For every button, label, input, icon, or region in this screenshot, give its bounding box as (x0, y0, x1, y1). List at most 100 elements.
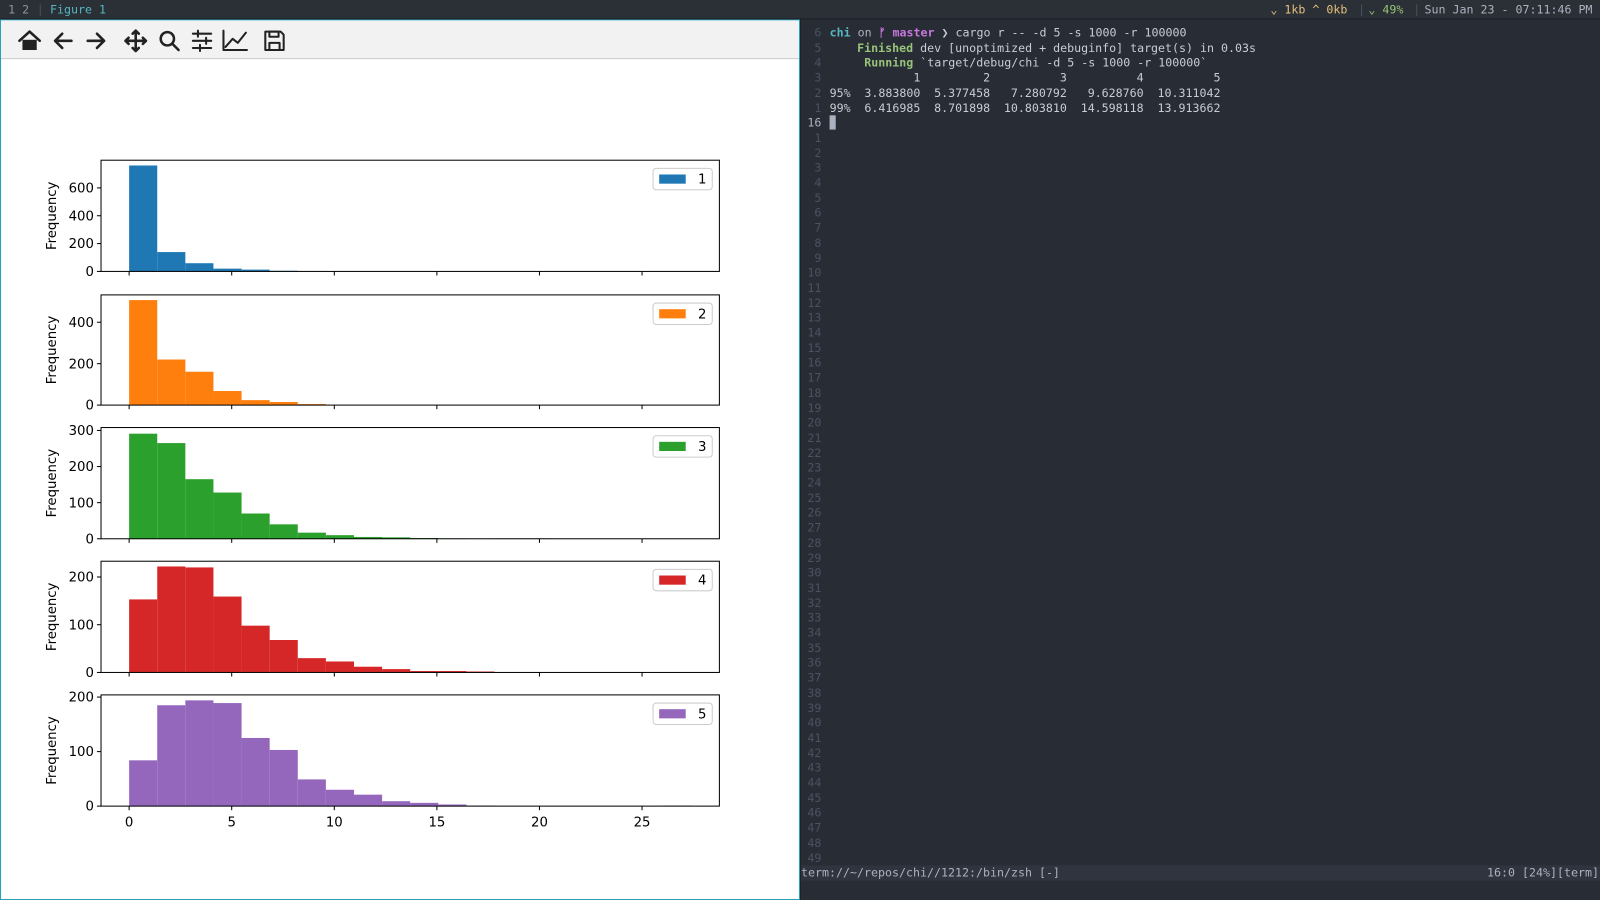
line-number: 3 (814, 160, 822, 175)
prompt-branch: ᚠ master (878, 25, 935, 40)
y-tick-label: 200 (69, 237, 94, 252)
bar (438, 804, 467, 807)
bar (213, 703, 242, 807)
bar (157, 252, 186, 272)
bar (269, 401, 298, 406)
table-cell: 7.280792 (1010, 85, 1067, 100)
line-number: 3 (814, 70, 822, 85)
line-number: 30 (807, 565, 822, 580)
y-tick-label: 200 (69, 460, 94, 475)
save-button[interactable] (264, 30, 285, 52)
line-number: 16 (807, 115, 822, 130)
back-button[interactable] (53, 32, 73, 50)
y-tick-label: 600 (69, 181, 94, 196)
line-number: 19 (807, 400, 822, 415)
line-number: 21 (807, 430, 822, 445)
legend-label: 4 (698, 574, 706, 589)
table-cell: 14.598118 (1080, 100, 1144, 115)
bar (157, 359, 186, 406)
legend-swatch (659, 575, 686, 585)
terminal-statusline: term://~/repos/chi//1212:/bin/zsh [-] 16… (801, 865, 1600, 881)
x-tick-label: 15 (428, 816, 445, 831)
y-axis-label: Frequency (45, 449, 60, 518)
y-tick-label: 100 (69, 745, 94, 760)
y-axis-label: Frequency (45, 181, 60, 250)
line-number: 7 (814, 220, 822, 235)
line-number: 24 (807, 475, 822, 490)
line-number: 26 (807, 505, 822, 520)
legend-label: 5 (698, 707, 706, 722)
command: ❯ cargo r -- -d 5 -s 1000 -r 100000 (941, 25, 1187, 40)
line-number: 6 (814, 205, 822, 220)
battery: ⌄ 49% (1368, 2, 1404, 17)
bar (241, 737, 270, 807)
separator: | (36, 2, 44, 17)
legend-swatch (659, 309, 686, 319)
bar (353, 536, 383, 539)
build-line: Finished dev [unoptimized + debuginfo] t… (857, 40, 1256, 54)
line-number: 22 (807, 445, 822, 460)
bar (129, 760, 158, 807)
network: ⌄ 1kb ^ 0kb (1270, 2, 1348, 17)
y-axis-label: Frequency (45, 316, 60, 385)
bar (297, 779, 326, 807)
buffer-name: term://~/repos/chi//1212:/bin/zsh [-] (801, 865, 1060, 880)
y-tick-label: 0 (85, 800, 93, 815)
configure-button[interactable] (191, 29, 213, 53)
zoom-button[interactable] (159, 30, 180, 52)
y-tick-label: 0 (85, 666, 93, 681)
legend-label: 1 (698, 173, 706, 188)
x-tick-label: 0 (125, 816, 133, 831)
cursor (829, 115, 836, 130)
separator: | (1413, 2, 1421, 17)
y-axis-label: Frequency (45, 582, 60, 651)
line-number: 2 (814, 85, 822, 100)
bar (185, 567, 214, 673)
line-number: 5 (814, 40, 822, 55)
bar (213, 492, 242, 539)
bar (129, 433, 158, 539)
line-number: 5 (814, 190, 822, 205)
bar (241, 625, 270, 673)
pan-button[interactable] (124, 29, 148, 53)
toolbar (1, 20, 799, 60)
terminal[interactable]: 6 5 4 3 2 1 16 1 2 3 4 5 6 7 8 9 10 11 12 13 14 15 16 17 18 19 20 2… (801, 19, 1600, 900)
line-number: 48 (807, 835, 822, 850)
line-number: 16 (807, 355, 822, 370)
line-number: 10 (807, 265, 822, 280)
build-status: Finished (857, 40, 914, 55)
table-cell: 6.416985 (864, 100, 921, 115)
line-number: 42 (807, 745, 822, 760)
figure-window: 0200400600Frequency10200400Frequency2010… (0, 19, 800, 900)
axes-frame (100, 694, 720, 807)
line-number: 39 (807, 700, 822, 715)
workspaces[interactable]: 1 2 (8, 2, 30, 17)
line-number: 18 (807, 385, 822, 400)
table-cell: 3.883800 (864, 85, 921, 100)
legend-swatch (659, 709, 686, 719)
axes-frame (100, 427, 720, 540)
bar (157, 443, 186, 539)
prompt-on: on (857, 25, 872, 40)
line-number: 1 (814, 130, 822, 145)
line-number: 8 (814, 235, 822, 250)
bar (269, 639, 298, 673)
row-label: 99% (829, 100, 851, 115)
y-tick-label: 300 (69, 424, 94, 439)
table-cell: 10.311042 (1157, 85, 1221, 100)
forward-button[interactable] (86, 32, 106, 50)
bar (185, 479, 214, 539)
bar (382, 801, 411, 807)
x-tick-label: 10 (326, 816, 343, 831)
prompt-dir: chi (829, 25, 851, 40)
separator: | (1358, 2, 1366, 17)
bar (185, 371, 214, 406)
line-number: 34 (807, 625, 822, 640)
axes-button[interactable] (222, 29, 248, 52)
bar (213, 268, 242, 272)
y-axis-label: Frequency (45, 716, 60, 785)
bar (410, 802, 439, 807)
home-button[interactable] (18, 30, 42, 50)
bar (325, 535, 354, 539)
line-number: 4 (814, 175, 822, 190)
